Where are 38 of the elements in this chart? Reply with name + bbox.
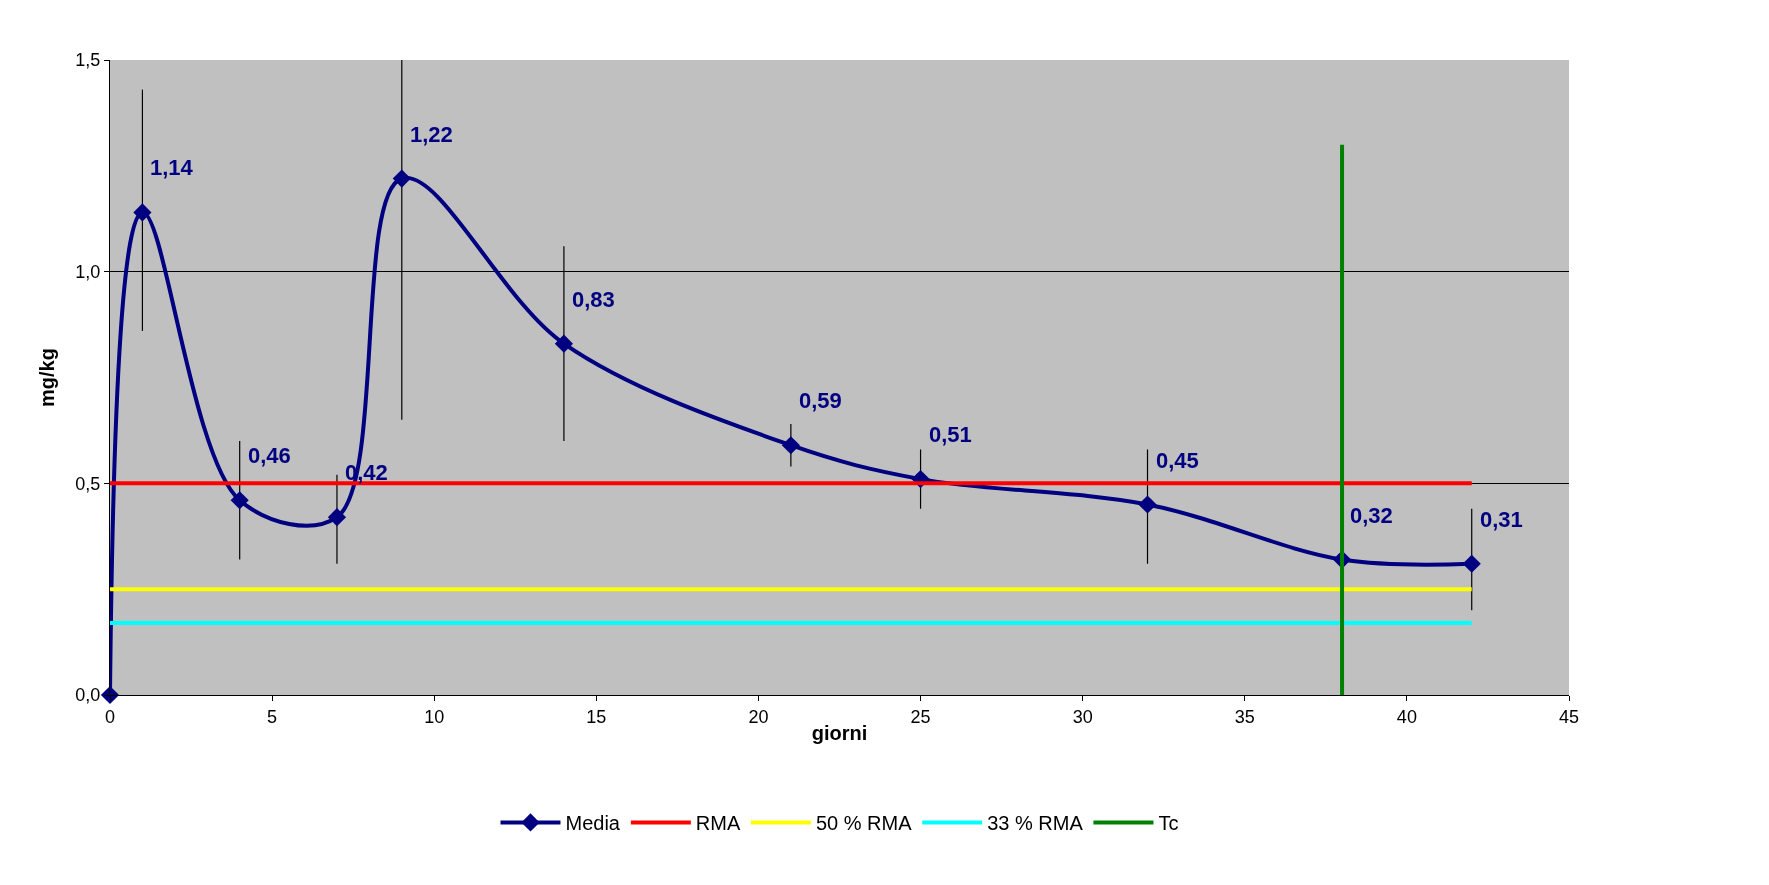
point [327, 508, 347, 527]
x-tick-label: 45 [1558, 706, 1580, 727]
x-tick-label: 15 [586, 706, 607, 727]
x-tick-label: 30 [1072, 706, 1093, 727]
x-tick-label: 20 [748, 706, 769, 727]
point [554, 334, 574, 353]
data-label: 0,83 [572, 287, 615, 312]
x-tick-label: 5 [267, 706, 278, 727]
data-label: 0,31 [1480, 507, 1523, 532]
point [230, 491, 249, 510]
point [392, 169, 411, 188]
y-tick-label: 0,5 [75, 473, 101, 494]
point [1462, 554, 1481, 573]
legend-label: 33 % RMA [987, 812, 1084, 835]
legend-label: Media [565, 812, 621, 835]
x-axis-title: giorni [811, 722, 868, 745]
data-label: 0,59 [799, 388, 842, 413]
legend-label: 50 % RMA [815, 812, 913, 835]
x-tick-label: 40 [1396, 706, 1417, 727]
data-label: 0,51 [929, 422, 972, 447]
data-label: 1,22 [410, 122, 453, 147]
point [133, 203, 152, 222]
legend-label: Tc [1158, 812, 1179, 835]
data-label: 1,14 [150, 155, 194, 180]
y-tick-label: 1,5 [75, 50, 101, 71]
legend-label: RMA [695, 812, 741, 835]
x-tick-label: 10 [424, 706, 445, 727]
data-label: 0,45 [1156, 448, 1199, 473]
x-tick-label: 25 [910, 706, 931, 727]
y-tick-label: 1,0 [75, 261, 101, 282]
x-tick-label: 35 [1234, 706, 1255, 727]
x-tick-label: 0 [104, 706, 116, 727]
data-label: 0,32 [1350, 503, 1393, 528]
point [781, 436, 800, 455]
point [1138, 495, 1157, 514]
y-tick-label: 0,0 [75, 685, 101, 706]
data-label: 0,46 [248, 443, 291, 468]
y-axis-title: mg/kg [35, 348, 58, 407]
